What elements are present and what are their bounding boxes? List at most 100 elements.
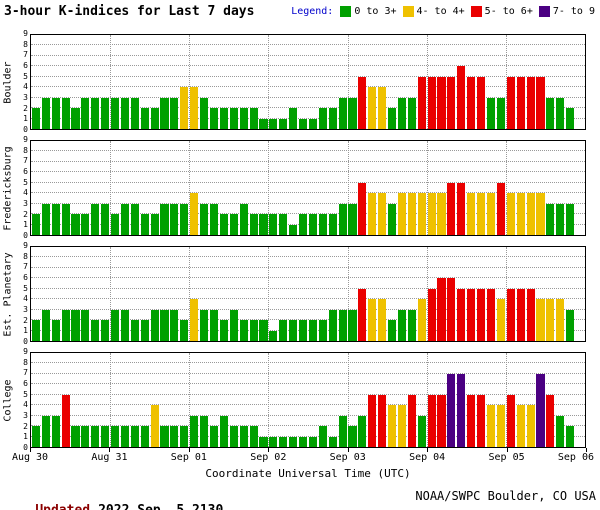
- k-index-bar: [150, 309, 159, 341]
- x-tick-label: Sep 04: [409, 452, 446, 463]
- k-index-bar: [31, 320, 40, 341]
- k-index-bar: [407, 193, 416, 235]
- y-tick-label: 5: [23, 177, 28, 187]
- k-index-bar: [120, 309, 130, 341]
- k-index-bar: [81, 309, 90, 341]
- k-index-bar: [269, 436, 278, 447]
- y-tick-label: 1: [23, 326, 28, 336]
- k-index-bar: [358, 182, 367, 235]
- k-index-bar: [427, 288, 436, 341]
- k-index-bar: [259, 320, 268, 341]
- h-gridline: [31, 75, 585, 77]
- day-gridline: [268, 141, 270, 235]
- k-index-bar: [31, 214, 40, 235]
- y-tick-label: 7: [23, 50, 28, 60]
- k-index-bar: [200, 309, 209, 341]
- k-index-bar: [556, 97, 565, 129]
- legend-item-label: 0 to 3+: [354, 6, 397, 17]
- k-index-bar: [111, 309, 120, 341]
- k-index-bar: [219, 214, 228, 235]
- k-index-bar: [437, 394, 446, 447]
- h-gridline: [31, 107, 585, 109]
- k-index-bar: [457, 288, 466, 341]
- k-index-bar: [318, 320, 327, 341]
- k-index-bar: [318, 214, 327, 235]
- k-index-bar: [71, 108, 80, 129]
- h-gridline: [31, 54, 585, 56]
- day-gridline: [426, 141, 428, 235]
- y-tick-label: 9: [23, 241, 28, 250]
- day-gridline: [189, 353, 191, 447]
- day-gridline: [268, 247, 270, 341]
- y-tick-label: 9: [23, 29, 28, 38]
- k-index-bar: [308, 214, 317, 235]
- legend-swatch-icon: [470, 6, 482, 17]
- k-index-bar: [328, 108, 337, 129]
- k-index-bar: [397, 405, 407, 447]
- k-index-bar: [516, 193, 525, 235]
- y-tick-label: 9: [23, 347, 28, 356]
- k-index-bar: [388, 108, 397, 129]
- k-index-bar: [378, 87, 387, 129]
- k-index-bar: [546, 203, 555, 235]
- k-index-bar: [407, 97, 416, 129]
- x-tick-mark: [30, 448, 31, 452]
- y-tick-label: 3: [23, 411, 28, 420]
- k-index-bar: [457, 182, 466, 235]
- k-index-bar: [259, 436, 268, 447]
- h-gridline: [31, 435, 585, 437]
- k-index-bar: [61, 203, 70, 235]
- k-index-bar: [566, 203, 575, 235]
- k-index-bar: [467, 394, 476, 447]
- k-index-bar: [160, 309, 169, 341]
- k-index-bar: [279, 214, 288, 235]
- k-index-bar: [298, 320, 308, 341]
- k-index-bar: [190, 299, 199, 341]
- panel-est-planetary: [30, 246, 586, 342]
- k-index-bar: [51, 320, 60, 341]
- k-index-bar: [170, 203, 179, 235]
- k-index-bar: [81, 97, 90, 129]
- day-gridline: [110, 141, 112, 235]
- k-index-bar: [219, 320, 228, 341]
- y-tick-label: 2: [23, 209, 28, 219]
- k-index-bar: [229, 426, 238, 447]
- day-gridline: [505, 141, 507, 235]
- k-index-bar: [51, 97, 60, 129]
- k-index-bar: [81, 426, 90, 447]
- k-index-bar: [150, 214, 159, 235]
- k-index-bar: [417, 76, 426, 129]
- k-index-bar: [279, 436, 288, 447]
- h-gridline: [31, 298, 585, 300]
- legend-swatch-icon: [538, 6, 550, 17]
- k-index-bar: [566, 108, 575, 129]
- k-index-bar: [150, 108, 159, 129]
- k-index-bar: [566, 309, 575, 341]
- k-index-bar: [477, 394, 486, 447]
- y-tick-label: 4: [23, 400, 28, 410]
- h-gridline: [31, 362, 585, 364]
- k-index-bar: [91, 203, 100, 235]
- k-index-bar: [348, 97, 357, 129]
- k-index-bar: [190, 193, 199, 235]
- y-tick-label: 2: [23, 421, 28, 431]
- k-index-bar: [546, 299, 555, 341]
- y-tick-label: 5: [23, 71, 28, 81]
- y-tick-label: 3: [23, 305, 28, 314]
- y-tick-label: 7: [23, 156, 28, 166]
- k-index-bar: [31, 426, 40, 447]
- y-tick-label: 5: [23, 283, 28, 293]
- k-index-bar: [546, 97, 555, 129]
- k-index-bar: [209, 309, 219, 341]
- h-gridline: [31, 372, 585, 374]
- k-index-bar: [427, 193, 436, 235]
- day-gridline: [347, 35, 349, 129]
- k-index-bar: [536, 76, 545, 129]
- k-index-bar: [556, 203, 565, 235]
- k-index-bar: [180, 426, 189, 447]
- k-index-bar: [41, 203, 50, 235]
- k-index-bar: [566, 426, 575, 447]
- k-index-bar: [437, 76, 446, 129]
- k-index-bar: [328, 436, 337, 447]
- h-gridline: [31, 44, 585, 46]
